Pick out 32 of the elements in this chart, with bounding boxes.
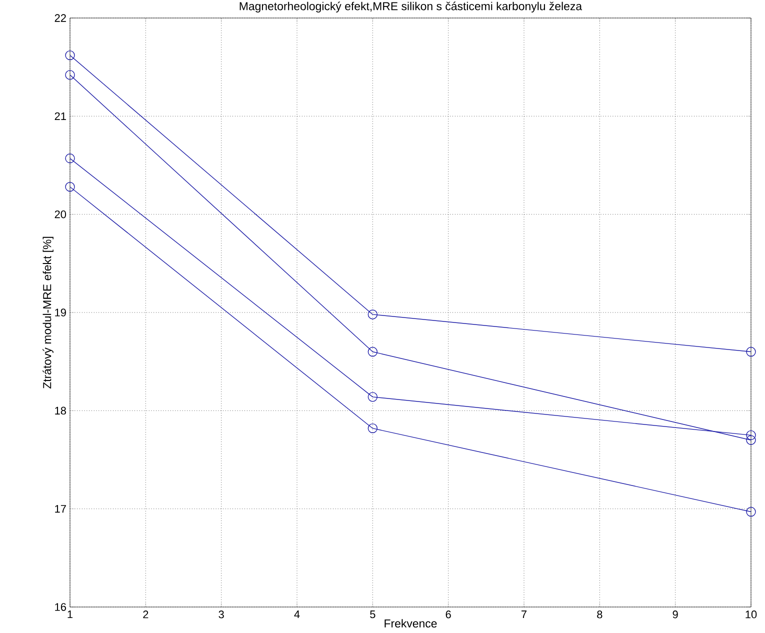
point xyxy=(65,70,75,80)
point xyxy=(368,346,378,357)
point xyxy=(65,154,75,164)
x-axis-title: Frekvence xyxy=(384,619,437,628)
point xyxy=(746,346,756,357)
y-tick-label: 20 xyxy=(54,210,66,218)
point xyxy=(65,182,75,192)
y-tick-label: 22 xyxy=(54,14,66,22)
y-tick-label: 21 xyxy=(54,112,66,120)
chart-title: Magnetorheologický efekt,MRE silikon s částicemi karbonylu železa xyxy=(240,2,582,12)
y-tick-label: 16 xyxy=(55,603,66,611)
point xyxy=(746,506,756,517)
point xyxy=(746,430,756,440)
y-tick-label: 18 xyxy=(55,406,66,415)
x-tick-label: 10 xyxy=(746,610,757,618)
y-tick-label: 19 xyxy=(55,308,66,316)
x-tick-label: 8 xyxy=(597,610,602,618)
x-tick-label: 4 xyxy=(294,610,300,618)
x-tick-label: 7 xyxy=(522,610,526,618)
point xyxy=(65,50,75,60)
point xyxy=(368,392,378,402)
point xyxy=(746,435,756,445)
point xyxy=(368,423,378,434)
x-tick-label: 6 xyxy=(446,610,451,618)
x-tick-label: 3 xyxy=(218,610,224,618)
point xyxy=(368,310,378,320)
x-tick-label: 1 xyxy=(68,610,73,618)
y-tick-label: 17 xyxy=(55,505,66,513)
x-tick-label: 9 xyxy=(672,610,678,618)
y-axis-title: Ztrátový modul-MRE efekt [%] xyxy=(42,236,54,389)
x-tick-label: 2 xyxy=(143,610,148,618)
x-tick-label: 5 xyxy=(370,610,376,618)
